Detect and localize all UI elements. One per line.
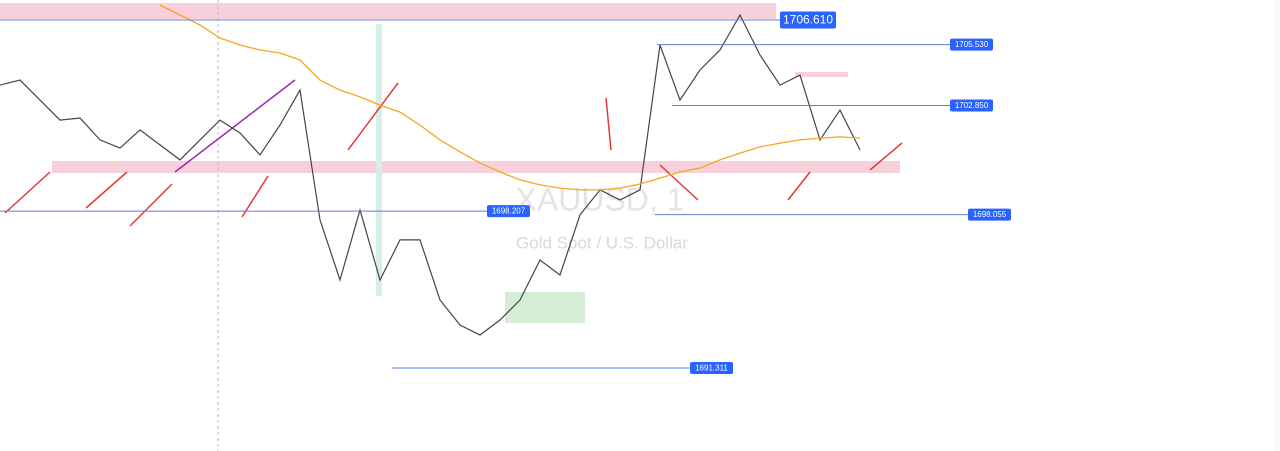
price-badge-label: 1691.311	[695, 364, 728, 373]
price-scale-edge	[1275, 0, 1280, 451]
price-badge-label: 1705.530	[955, 40, 989, 49]
price-badge	[968, 208, 1011, 221]
zone-small	[795, 72, 848, 77]
highlight-column	[376, 24, 382, 296]
price-badge-label: 1706.610	[783, 13, 833, 27]
demand-box	[505, 292, 585, 323]
price-badge	[780, 11, 836, 29]
price-badge	[690, 361, 733, 374]
price-badge	[950, 99, 993, 112]
trend-line	[174, 79, 296, 173]
price-badge-label: 1698.055	[973, 210, 1007, 219]
supply-zone	[0, 3, 776, 19]
price-badge-label: 1698.207	[492, 207, 526, 216]
price-line	[0, 13, 861, 336]
moving-average	[159, 4, 861, 191]
arrows	[4, 82, 903, 227]
price-badge	[487, 205, 530, 218]
watermark-symbol: XAUUSD, 1	[516, 181, 685, 217]
price-badge-label: 1702.850	[955, 101, 989, 110]
watermark-description: Gold Spot / U.S. Dollar	[516, 233, 688, 252]
price-badge	[950, 38, 993, 51]
key-zone	[52, 161, 900, 173]
